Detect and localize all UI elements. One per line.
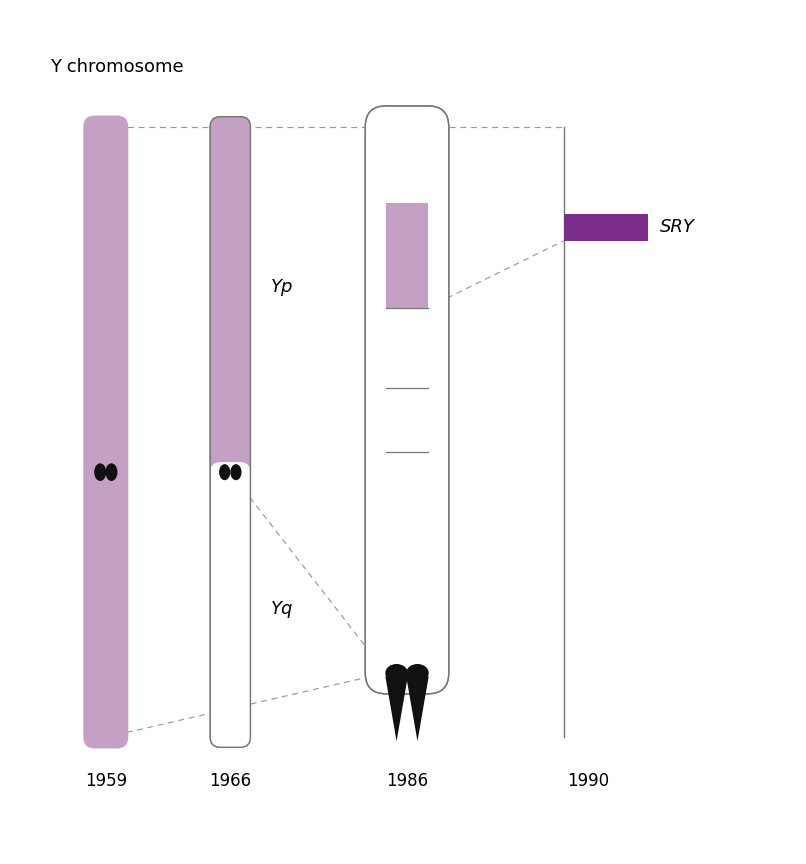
Text: 1986: 1986 [386, 772, 428, 791]
Ellipse shape [219, 464, 231, 480]
Bar [386, 203, 428, 308]
FancyBboxPatch shape [83, 116, 128, 748]
Ellipse shape [406, 664, 429, 682]
Text: 1966: 1966 [210, 772, 251, 791]
Text: SRY: SRY [660, 219, 695, 236]
Polygon shape [406, 677, 429, 741]
Text: Yq: Yq [271, 600, 293, 618]
Bar [563, 213, 648, 241]
Polygon shape [385, 677, 408, 741]
Ellipse shape [231, 464, 242, 480]
Ellipse shape [385, 664, 408, 682]
FancyBboxPatch shape [210, 117, 251, 747]
Text: Yp: Yp [271, 278, 293, 296]
FancyBboxPatch shape [365, 106, 449, 694]
FancyBboxPatch shape [210, 462, 251, 747]
Ellipse shape [106, 463, 118, 481]
Ellipse shape [94, 463, 106, 481]
FancyBboxPatch shape [210, 117, 251, 482]
Text: 1990: 1990 [567, 772, 609, 791]
Text: 1959: 1959 [85, 772, 127, 791]
Text: Y chromosome: Y chromosome [50, 58, 183, 75]
